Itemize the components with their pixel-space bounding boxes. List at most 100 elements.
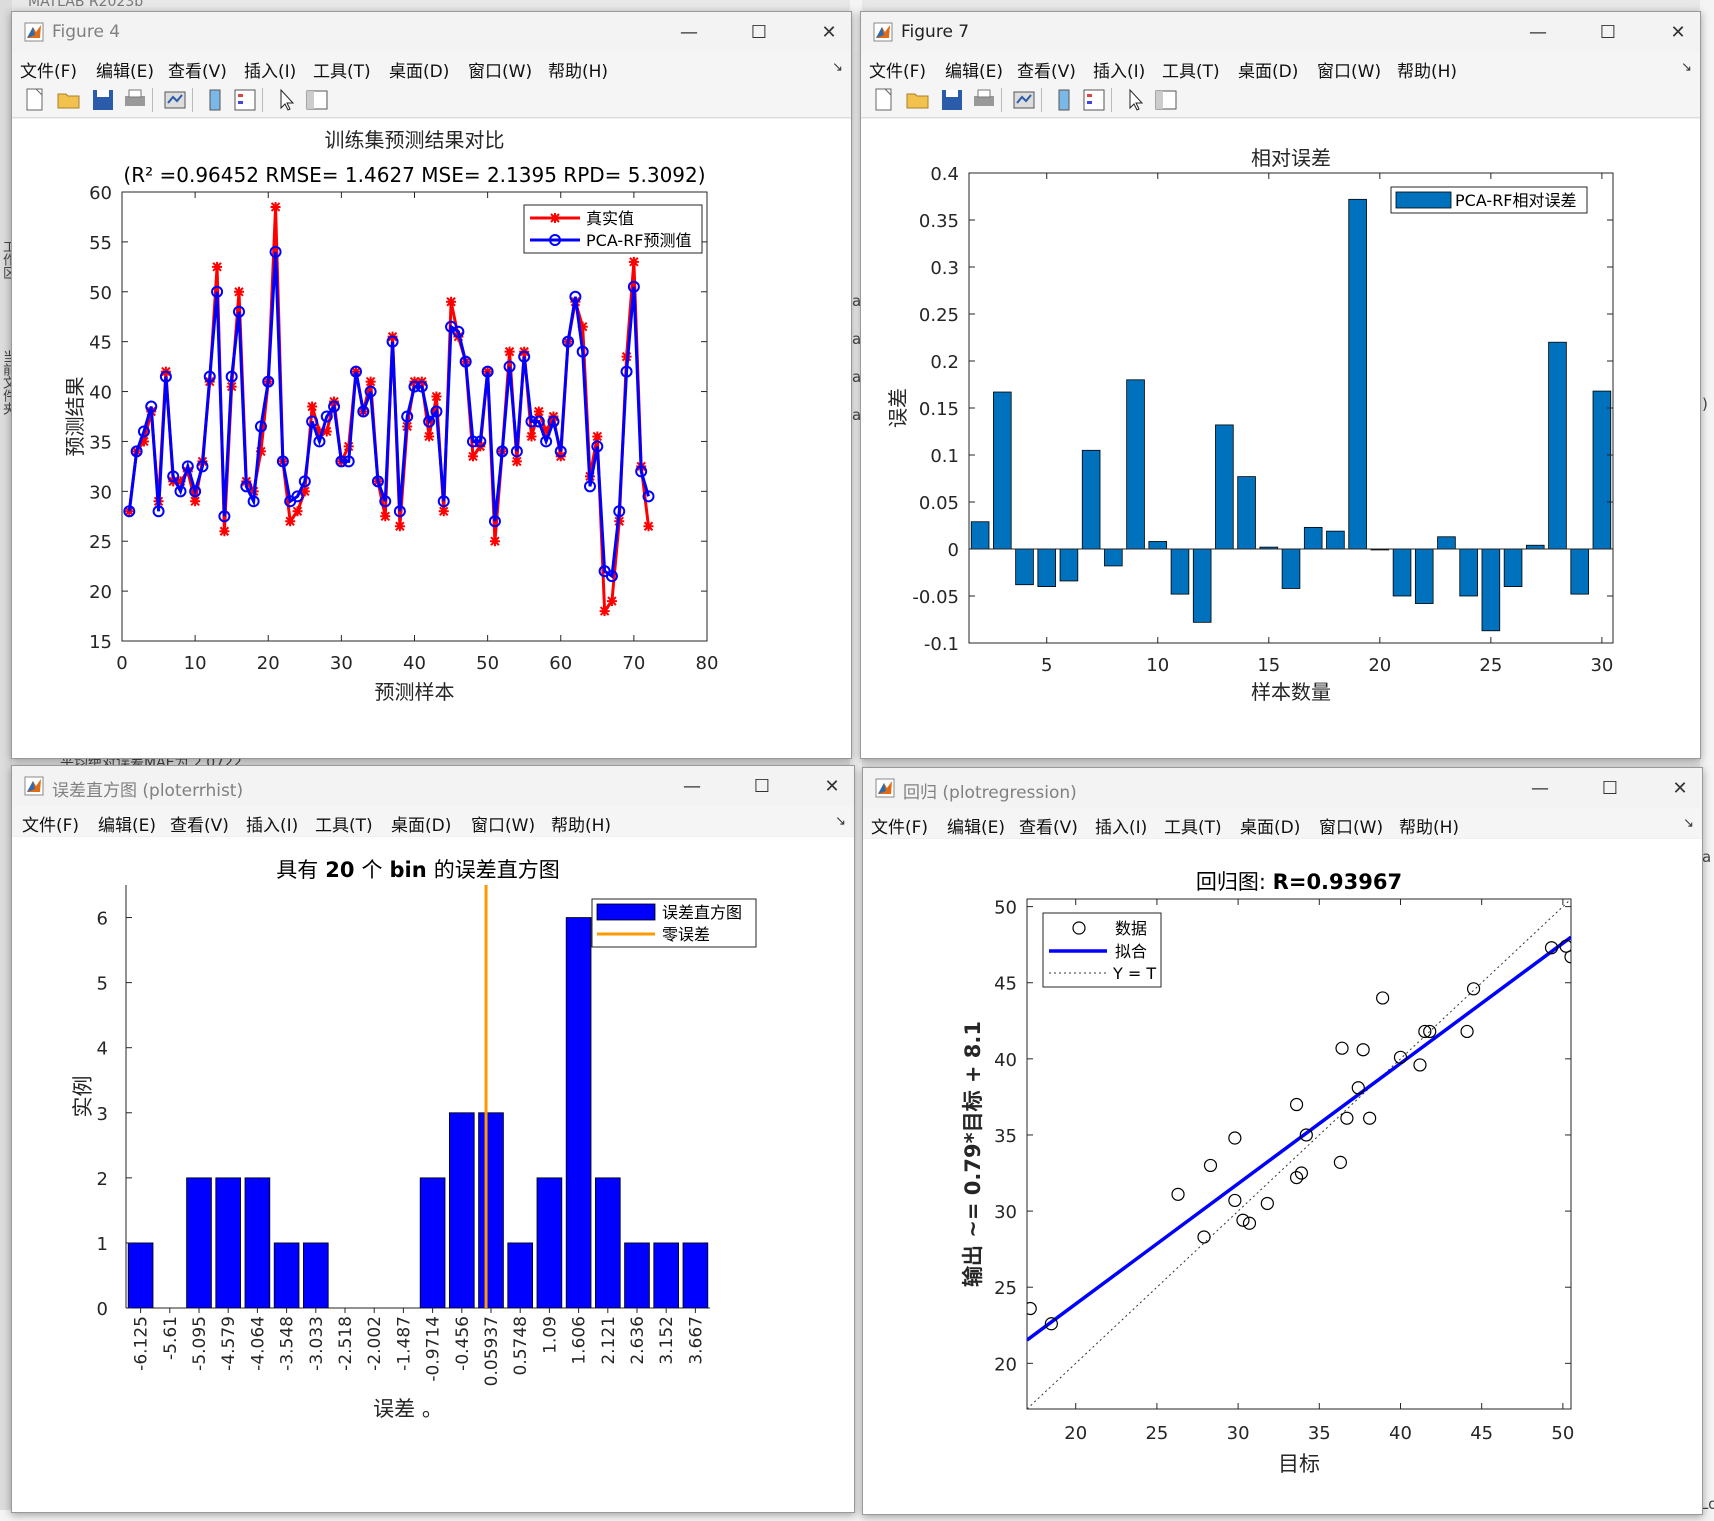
menu-overflow-icon[interactable]: ↘ — [835, 814, 846, 829]
menu-item[interactable]: 窗口(W) — [1317, 62, 1382, 82]
menu-bar: 文件(F) 编辑(E) 查看(V) 插入(I) 工具(T) 桌面(D) 窗口(W) 帮助(H)… — [12, 52, 851, 82]
x-tick-label: 80 — [696, 653, 719, 674]
minimize-button[interactable]: — — [1529, 21, 1547, 43]
close-button[interactable]: ✕ — [821, 21, 837, 43]
legend-label: 误差直方图 — [662, 903, 742, 922]
menu-item[interactable]: 窗口(W) — [471, 816, 536, 836]
menu-item[interactable]: 桌面(D) — [1238, 62, 1299, 82]
menu-item[interactable]: 编辑(E) — [98, 816, 157, 836]
menu-item[interactable]: 文件(F) — [20, 62, 78, 82]
new-file-icon[interactable] — [871, 87, 897, 113]
menu-item[interactable]: 工具(T) — [315, 816, 373, 836]
link-plot-icon[interactable] — [162, 87, 188, 113]
colorbar-icon[interactable] — [1051, 87, 1077, 113]
menu-item[interactable]: 插入(I) — [1093, 62, 1146, 82]
menu-overflow-icon[interactable]: ↘ — [1681, 60, 1692, 75]
maximize-button[interactable]: ☐ — [1601, 777, 1619, 799]
print-icon[interactable] — [122, 87, 148, 113]
maximize-button[interactable]: ☐ — [1599, 21, 1617, 43]
data-point-star — [511, 456, 522, 467]
menu-item[interactable]: 帮助(H) — [548, 62, 609, 82]
menu-item[interactable]: 工具(T) — [1162, 62, 1220, 82]
new-file-icon[interactable] — [22, 87, 48, 113]
chart-title-value: R=0.93967 — [1273, 870, 1402, 894]
data-point-star — [468, 451, 478, 462]
x-tick-label: 40 — [403, 653, 426, 674]
data-point-star — [533, 406, 544, 417]
menu-overflow-icon[interactable]: ↘ — [832, 60, 843, 75]
maximize-button[interactable]: ☐ — [753, 775, 771, 797]
data-point-circle — [350, 365, 362, 378]
menu-item[interactable]: 文件(F) — [869, 62, 927, 82]
bar — [1548, 341, 1567, 550]
data-point — [1197, 1230, 1211, 1244]
chart-title-part: 的误差直方图 — [434, 858, 560, 882]
menu-item[interactable]: 编辑(E) — [947, 818, 1006, 838]
data-point — [1356, 1043, 1370, 1057]
menu-item[interactable]: 文件(F) — [22, 816, 80, 836]
histogram-bar — [127, 1242, 154, 1308]
menu-item[interactable]: 帮助(H) — [1397, 62, 1458, 82]
menu-item[interactable]: 帮助(H) — [551, 816, 612, 836]
figure-window[interactable]: Figure 4 — ☐ ✕ 文件(F) 编辑(E) 查看(V) 插入(I) 工具(T)… — [11, 11, 852, 759]
colorbar-icon[interactable] — [202, 87, 228, 113]
data-point-circle — [393, 505, 406, 518]
minimize-button[interactable]: — — [680, 21, 698, 43]
menu-item[interactable]: 编辑(E) — [945, 62, 1004, 82]
menu-item[interactable]: 编辑(E) — [96, 62, 155, 82]
legend-icon[interactable] — [232, 87, 258, 113]
y-tick-label: 0.1 — [930, 446, 959, 467]
menu-item[interactable]: 查看(V) — [1019, 818, 1078, 838]
menu-item[interactable]: 查看(V) — [168, 62, 227, 82]
property-inspector-icon[interactable] — [1153, 87, 1179, 113]
figure-window[interactable]: 回归 (plotregression) — ☐ ✕ 文件(F) 编辑(E) 查看(V… — [862, 767, 1703, 1515]
menu-item[interactable]: 桌面(D) — [1240, 818, 1301, 838]
menu-item[interactable]: 插入(I) — [1095, 818, 1148, 838]
x-tick-label: 1.606 — [570, 1316, 590, 1365]
close-button[interactable]: ✕ — [1672, 777, 1688, 799]
window-titlebar[interactable]: Figure 4 — ☐ ✕ — [12, 12, 851, 52]
open-folder-icon[interactable] — [56, 87, 82, 113]
minimize-button[interactable]: — — [683, 775, 701, 797]
x-tick-label: -0.9714 — [424, 1316, 444, 1382]
save-icon[interactable] — [90, 87, 116, 113]
bar — [1459, 548, 1478, 597]
link-plot-icon[interactable] — [1011, 87, 1037, 113]
menu-item[interactable]: 工具(T) — [1164, 818, 1222, 838]
menu-item[interactable]: 窗口(W) — [1319, 818, 1384, 838]
figure-toolbar — [861, 82, 1700, 118]
figure-window[interactable]: Figure 7 — ☐ ✕ 文件(F) 编辑(E) 查看(V) 插入(I) 工具(T)… — [860, 11, 1701, 759]
window-titlebar[interactable]: 误差直方图 (ploterrhist) — ☐ ✕ — [12, 766, 854, 806]
menu-item[interactable]: 帮助(H) — [1399, 818, 1460, 838]
close-button[interactable]: ✕ — [1670, 21, 1686, 43]
close-button[interactable]: ✕ — [824, 775, 840, 797]
menu-item[interactable]: 插入(I) — [246, 816, 299, 836]
menu-item[interactable]: 工具(T) — [313, 62, 371, 82]
property-inspector-icon[interactable] — [304, 87, 330, 113]
menu-item[interactable]: 文件(F) — [871, 818, 929, 838]
identity-line — [1027, 899, 1571, 1409]
minimize-button[interactable]: — — [1531, 777, 1549, 799]
open-folder-icon[interactable] — [905, 87, 931, 113]
maximize-button[interactable]: ☐ — [750, 21, 768, 43]
pointer-icon[interactable] — [1123, 87, 1149, 113]
menu-item[interactable]: 查看(V) — [170, 816, 229, 836]
x-tick-label: 70 — [622, 653, 645, 674]
menu-item[interactable]: 桌面(D) — [391, 816, 452, 836]
figure-window[interactable]: 误差直方图 (ploterrhist) — ☐ ✕ 文件(F) 编辑(E) 查看(V… — [11, 765, 855, 1513]
menu-overflow-icon[interactable]: ↘ — [1683, 816, 1694, 831]
window-titlebar[interactable]: 回归 (plotregression) — ☐ ✕ — [863, 768, 1702, 808]
menu-item[interactable]: 插入(I) — [244, 62, 297, 82]
menu-item[interactable]: 窗口(W) — [468, 62, 533, 82]
window-titlebar[interactable]: Figure 7 — ☐ ✕ — [861, 12, 1700, 52]
data-point-star — [606, 596, 617, 607]
legend-icon[interactable] — [1081, 87, 1107, 113]
data-point-circle — [328, 400, 341, 413]
menu-item[interactable]: 查看(V) — [1017, 62, 1076, 82]
pointer-icon[interactable] — [274, 87, 300, 113]
menu-item[interactable]: 桌面(D) — [389, 62, 450, 82]
save-icon[interactable] — [939, 87, 965, 113]
x-tick-label: 0.5748 — [511, 1316, 531, 1375]
x-tick-label: -4.579 — [219, 1316, 239, 1371]
print-icon[interactable] — [971, 87, 997, 113]
